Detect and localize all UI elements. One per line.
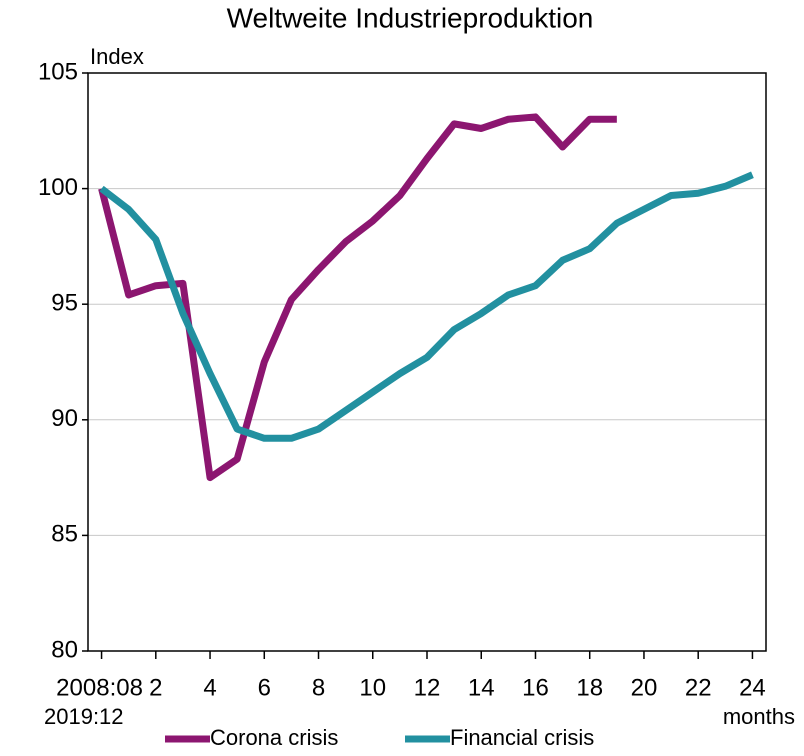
legend-label: Financial crisis [450, 725, 594, 750]
x-tick-label: 6 [258, 674, 271, 701]
y-tick-label: 105 [38, 58, 78, 85]
legend-label: Corona crisis [210, 725, 338, 750]
x-tick-label: 24 [739, 674, 766, 701]
series-line [99, 171, 754, 442]
x-tick-label: 18 [576, 674, 603, 701]
y-tick-label: 80 [51, 636, 78, 663]
y-tick-label: 100 [38, 174, 78, 201]
x-axis-label: months [723, 704, 795, 729]
x-tick-label: 20 [631, 674, 658, 701]
x-tick-label: 8 [312, 674, 325, 701]
chart-title: Weltweite Industrieproduktion [227, 2, 594, 33]
x-tick-label: 14 [468, 674, 495, 701]
x-tick-label: 10 [359, 674, 386, 701]
x-tick-label: 22 [685, 674, 712, 701]
plot-frame [87, 72, 767, 652]
y-tick-label: 85 [51, 521, 78, 548]
x-tick-label: 2 [149, 674, 162, 701]
y-axis-label: Index [90, 44, 144, 69]
x-tick-label: 4 [203, 674, 216, 701]
x-tick-label: 16 [522, 674, 549, 701]
x-tick-label: 2008:08 [56, 674, 143, 701]
x-origin-label: 2019:12 [44, 704, 124, 729]
y-tick-label: 90 [51, 405, 78, 432]
y-tick-label: 95 [51, 290, 78, 317]
x-tick-label: 12 [414, 674, 441, 701]
